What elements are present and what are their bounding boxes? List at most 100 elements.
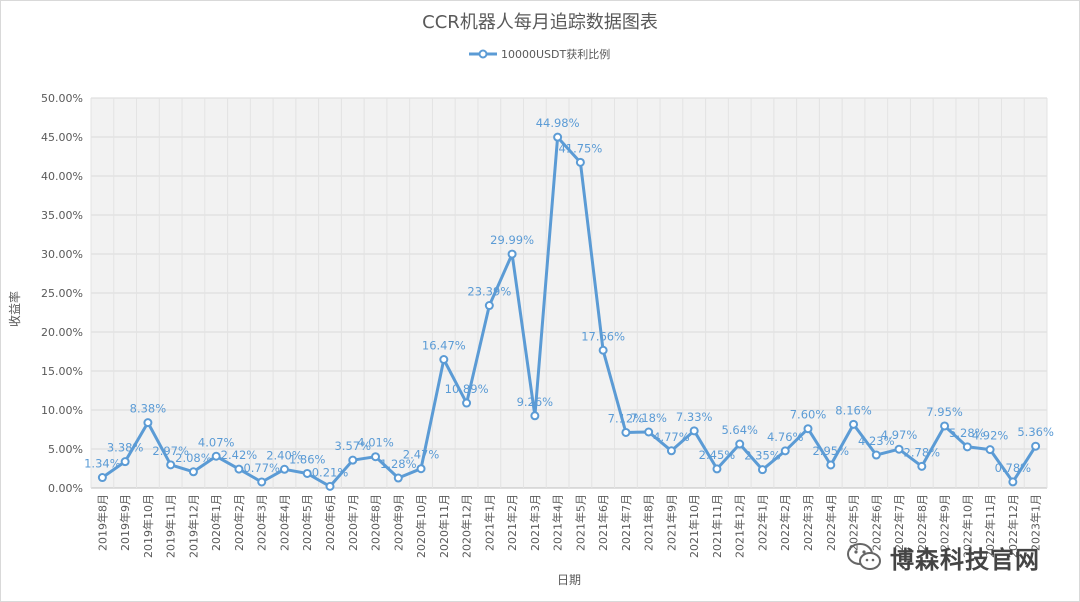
data-point[interactable]	[871, 450, 881, 460]
data-point[interactable]	[553, 132, 563, 142]
x-tick-label: 2022年5月	[847, 494, 861, 551]
x-tick-label: 2021年7月	[619, 494, 633, 551]
x-tick-label: 2022年1月	[755, 494, 769, 551]
data-point[interactable]	[302, 468, 312, 478]
data-label: 3.57%	[334, 439, 371, 453]
x-tick-label: 2020年2月	[232, 494, 246, 551]
data-point[interactable]	[530, 411, 540, 421]
x-tick-label: 2019年11月	[164, 494, 178, 558]
data-label: 2.35%	[744, 449, 781, 463]
data-point[interactable]	[484, 301, 494, 311]
x-tick-label: 2021年2月	[505, 494, 519, 551]
x-tick-label: 2023年1月	[1029, 494, 1043, 551]
data-label: 10.89%	[445, 382, 489, 396]
data-point[interactable]	[575, 157, 585, 167]
data-point[interactable]	[462, 398, 472, 408]
y-tick-label: 15.00%	[41, 365, 83, 378]
x-tick-label: 2020年8月	[369, 494, 383, 551]
data-label: 17.66%	[581, 329, 625, 343]
x-tick-label: 2022年10月	[960, 494, 974, 558]
x-tick-label: 2021年4月	[551, 494, 565, 551]
data-label: 2.42%	[221, 448, 258, 462]
data-point[interactable]	[985, 445, 995, 455]
data-point[interactable]	[166, 460, 176, 470]
data-point[interactable]	[97, 473, 107, 483]
x-tick-label: 2020年6月	[323, 494, 337, 551]
x-tick-label: 2020年9月	[391, 494, 405, 551]
data-point[interactable]	[325, 481, 335, 491]
data-label: 0.78%	[995, 461, 1032, 475]
x-tick-label: 2020年10月	[414, 494, 428, 558]
data-point[interactable]	[826, 460, 836, 470]
wechat-icon	[847, 543, 881, 570]
x-tick-label: 2020年1月	[209, 494, 223, 551]
data-label: 4.97%	[881, 428, 918, 442]
data-point[interactable]	[894, 444, 904, 454]
data-point[interactable]	[279, 464, 289, 474]
data-label: 4.77%	[653, 430, 690, 444]
data-point[interactable]	[188, 467, 198, 477]
data-point[interactable]	[735, 439, 745, 449]
x-tick-label: 2019年9月	[118, 494, 132, 551]
y-tick-label: 20.00%	[41, 326, 83, 339]
y-tick-label: 25.00%	[41, 287, 83, 300]
data-point[interactable]	[962, 442, 972, 452]
y-axis-label: 收益率	[7, 291, 22, 327]
data-point[interactable]	[416, 464, 426, 474]
data-point[interactable]	[211, 451, 221, 461]
data-label: 0.77%	[243, 461, 280, 475]
x-tick-label: 2022年7月	[892, 494, 906, 551]
data-point[interactable]	[757, 465, 767, 475]
data-point[interactable]	[644, 427, 654, 437]
x-tick-labels: 2019年8月 2019年9月 2019年10月 2019年11月 2019年12月 20…	[95, 494, 1042, 558]
x-tick-label: 2019年8月	[95, 494, 109, 551]
legend-marker	[478, 49, 488, 59]
data-point[interactable]	[439, 355, 449, 365]
x-tick-label: 2021年5月	[573, 494, 587, 551]
data-point[interactable]	[712, 464, 722, 474]
data-point[interactable]	[689, 426, 699, 436]
y-tick-label: 40.00%	[41, 170, 83, 183]
x-tick-label: 2021年11月	[710, 494, 724, 558]
data-point[interactable]	[234, 464, 244, 474]
data-label: 4.07%	[198, 435, 235, 449]
y-tick-labels: 0.00% 5.00% 10.00% 15.00% 20.00% 25.00% 30.00%…	[41, 92, 83, 495]
data-label: 2.47%	[403, 448, 440, 462]
x-tick-label: 2021年3月	[528, 494, 542, 551]
data-point[interactable]	[780, 446, 790, 456]
data-point[interactable]	[120, 457, 130, 467]
gridlines	[90, 97, 1048, 489]
x-tick-label: 2021年1月	[482, 494, 496, 551]
data-point[interactable]	[257, 477, 267, 487]
data-point[interactable]	[940, 421, 950, 431]
data-point[interactable]	[917, 461, 927, 471]
chart-title: CCR机器人每月追踪数据图表	[422, 12, 658, 33]
legend[interactable]: 10000USDT获利比例	[469, 47, 610, 61]
data-point[interactable]	[666, 446, 676, 456]
data-point[interactable]	[348, 455, 358, 465]
data-label: 5.36%	[1017, 425, 1054, 439]
data-point[interactable]	[371, 452, 381, 462]
data-point[interactable]	[1031, 441, 1041, 451]
data-point[interactable]	[621, 427, 631, 437]
x-tick-label: 2020年7月	[346, 494, 360, 551]
data-label: 4.23%	[858, 434, 895, 448]
data-label: 0.21%	[312, 465, 349, 479]
data-point[interactable]	[393, 473, 403, 483]
data-label: 7.12%	[608, 411, 645, 425]
data-point[interactable]	[1008, 477, 1018, 487]
legend-label: 10000USDT获利比例	[501, 47, 610, 61]
data-point[interactable]	[507, 249, 517, 259]
data-point[interactable]	[849, 419, 859, 429]
watermark: 博森科技官网	[828, 540, 1068, 574]
data-label: 41.75%	[558, 141, 602, 155]
data-point[interactable]	[598, 345, 608, 355]
data-point[interactable]	[143, 418, 153, 428]
y-tick-label: 5.00%	[48, 443, 83, 456]
data-label: 7.33%	[676, 410, 713, 424]
data-label: 1.28%	[380, 457, 417, 471]
x-tick-label: 2019年12月	[186, 494, 200, 558]
data-point[interactable]	[803, 424, 813, 434]
data-label: 2.08%	[175, 451, 212, 465]
